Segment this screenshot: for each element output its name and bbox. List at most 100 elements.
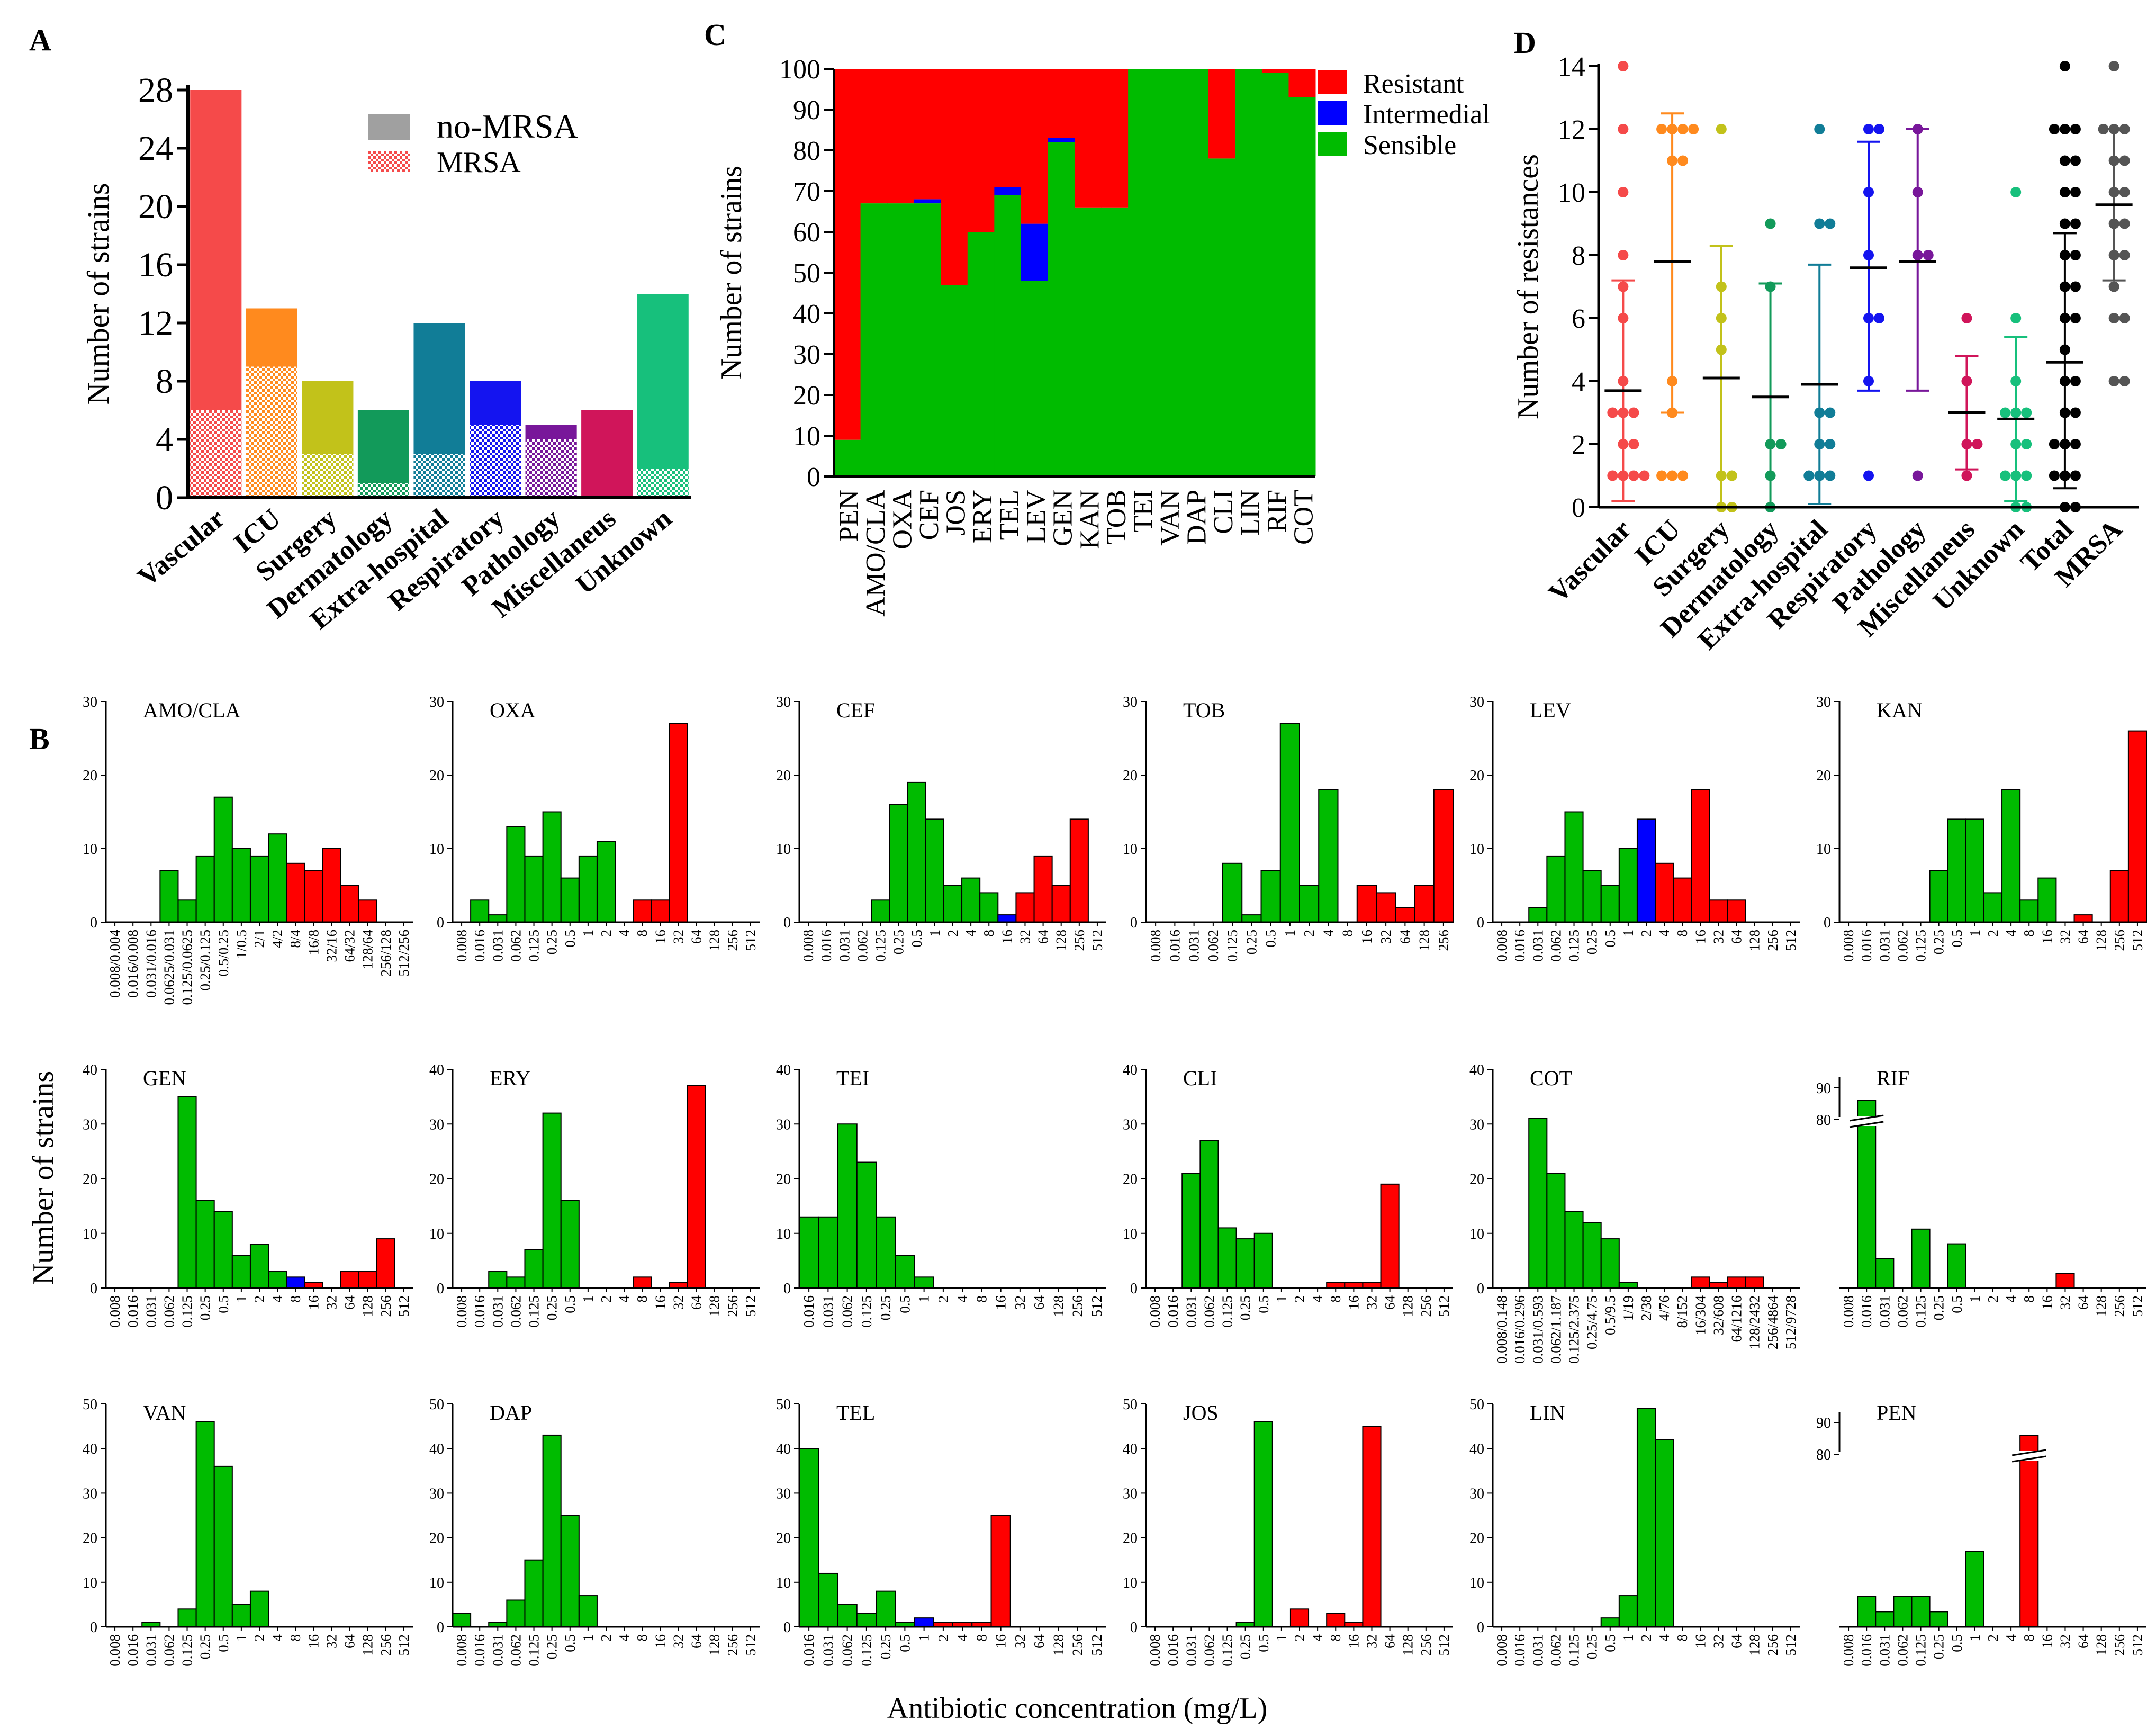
x-tick-label: 64 [1729,1634,1745,1649]
bar [895,1255,915,1289]
x-tick-label: VAN [1155,490,1185,546]
y-tick-label: 10 [1469,841,1484,858]
panel-label-c: C [704,17,726,52]
x-tick-label: 16 [2039,930,2055,944]
x-tick-label: 8/4 [287,930,303,948]
x-tick-label: 0.031 [1186,930,1202,962]
x-tick-label: 256 [2112,1634,2127,1656]
bar [961,877,981,923]
y-tick-label: 20 [83,1530,97,1547]
bar [1546,1173,1566,1289]
y-tick-label: 90 [1816,1415,1831,1431]
histogram-gen: 0 10 20 30 40 0.008 0.016 0.031 0.062 0.125 0.25 0.… [83,1062,413,1328]
x-tick-label: 0.016 [1859,1295,1874,1328]
x-tick-label: 256 [2112,1295,2127,1317]
bar [195,1421,215,1627]
x-tick-label: 0.5 [215,1634,231,1652]
histogram-amo-cla: 0 10 20 30 0.008/0.004 0.016/0.008 0.031/0.016… [83,694,413,1005]
x-tick-label: 0.5 [1949,930,1965,948]
y-tick-label: 30 [776,1485,791,1502]
x-tick-label: 0.016 [472,930,488,962]
bar-resistant-lev [1021,69,1048,224]
bar [524,1249,544,1289]
x-tick-label: 128 [360,1634,376,1656]
x-tick-label: 0.031 [1877,930,1892,962]
data-point [2059,187,2070,197]
bar-sensible-jos [941,285,968,476]
bar [1582,1222,1602,1289]
bar-resistant-tel [994,69,1022,187]
bar [1875,1611,1895,1627]
x-tick-label: 8 [1328,1295,1343,1303]
bar [1253,1421,1273,1627]
x-tick-label: 4 [269,1634,285,1642]
y-axis-label: Number of strains [27,1071,60,1285]
bar [1600,1238,1620,1289]
x-tick-label: 1 [233,1634,249,1642]
x-tick-label: 128 [1050,1634,1066,1656]
data-point [2119,155,2130,166]
x-tick-label: Vascular [132,503,231,593]
x-tick-label: 0.031 [836,930,852,962]
bar [249,1244,269,1289]
bar [1965,1551,1984,1627]
x-tick-label: 512 [2130,1634,2145,1656]
x-tick-label: 64 [2076,1295,2091,1310]
x-tick-label: 128 [360,1295,376,1317]
x-tick-label: 32 [670,1295,686,1310]
bar [1199,1140,1219,1289]
x-tick-label: 128 [1747,930,1763,951]
bar [213,796,233,923]
x-tick-label: 16 [652,1295,668,1310]
histogram-title: PEN [1877,1401,1917,1425]
bar [560,1515,580,1627]
bar-resistant-cot [1288,69,1316,97]
bar-mrsa-pathology [525,439,577,498]
bar [286,1276,305,1289]
y-tick-label: 0 [1477,1281,1484,1297]
bar [376,1238,395,1289]
bar [914,1617,934,1627]
bar [669,723,688,923]
bar [578,1595,598,1628]
x-tick-label: 512 [1436,1295,1452,1317]
bar-resistant-ery [967,69,995,232]
x-tick-label: 2 [1985,930,2001,937]
x-tick-label: 0.25 [1931,930,1947,954]
x-tick-label: 4 [954,1295,970,1303]
x-tick-label: 16 [2039,1295,2055,1310]
y-tick-label: 30 [1123,694,1138,710]
x-tick-label: 512 [1089,1295,1105,1317]
x-tick-label: 4 [1310,1295,1325,1303]
x-tick-label: 0.008 [1494,930,1510,962]
x-tick-label: 512 [743,1634,759,1656]
x-tick-label: 0.031 [490,1634,506,1667]
y-tick-label: 0 [437,1619,444,1636]
histogram-title: DAP [490,1401,532,1425]
bar [799,1448,819,1627]
x-tick-label: 512 [1783,930,1799,951]
x-tick-label: 256 [2112,930,2127,951]
x-tick-label: 0.5 [1256,1634,1271,1652]
x-tick-label: 0.5 [562,1634,578,1652]
y-tick-label: 0 [437,1281,444,1297]
x-tick-label: 4 [963,930,979,937]
x-tick-label: 0.016 [472,1295,488,1328]
x-tick-label: 2 [1292,1634,1307,1642]
x-tick-label: 0.008 [1841,930,1856,962]
x-tick-label: 0.0625/0.031 [161,930,177,1005]
x-tick-label: 32 [670,930,686,944]
x-tick-label: 1 [1967,1634,1983,1642]
x-tick-label: 16 [305,1295,321,1310]
x-tick-label: 64 [1729,930,1745,944]
y-tick-label: 20 [776,768,791,784]
x-tick-label: 512 [396,1295,412,1317]
x-tick-label: 64/1216 [1729,1295,1745,1343]
x-tick-label: RIF [1262,490,1292,533]
x-tick-label: 16 [999,930,1015,944]
y-tick-label: 30 [1469,1485,1484,1502]
x-tick-label: 64 [1382,1634,1398,1649]
x-tick-label: 2 [945,930,961,937]
x-tick-label: 64 [689,1295,705,1310]
